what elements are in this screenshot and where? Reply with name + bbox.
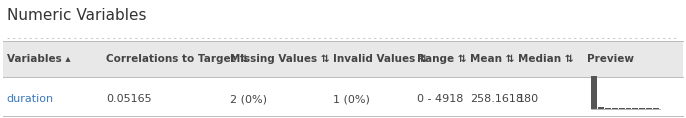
Text: Preview: Preview	[587, 54, 634, 64]
Text: Range ⇅: Range ⇅	[417, 54, 466, 64]
Bar	[591, 76, 597, 109]
Bar	[639, 108, 645, 109]
Text: 2 (0%): 2 (0%)	[230, 94, 267, 104]
Text: Missing Values ⇅: Missing Values ⇅	[230, 54, 329, 64]
Text: 0.05165: 0.05165	[106, 94, 152, 104]
Bar	[598, 107, 604, 109]
Bar	[612, 108, 618, 109]
Bar	[605, 108, 611, 109]
Text: Correlations to Target ⇅: Correlations to Target ⇅	[106, 54, 248, 64]
Bar	[3, 41, 683, 77]
Text: 0 - 4918: 0 - 4918	[417, 94, 464, 104]
Text: duration: duration	[7, 94, 54, 104]
Bar	[626, 108, 632, 109]
Bar	[632, 108, 638, 109]
Text: Invalid Values ⇅: Invalid Values ⇅	[333, 54, 427, 64]
Bar	[619, 108, 625, 109]
Text: Variables ▴: Variables ▴	[7, 54, 71, 64]
Bar	[653, 108, 659, 109]
Text: 180: 180	[518, 94, 539, 104]
Text: Numeric Variables: Numeric Variables	[7, 8, 146, 23]
Bar	[646, 108, 652, 109]
Text: 1 (0%): 1 (0%)	[333, 94, 370, 104]
Text: Mean ⇅: Mean ⇅	[470, 54, 514, 64]
Text: Median ⇅: Median ⇅	[518, 54, 573, 64]
Text: 258.1618: 258.1618	[470, 94, 523, 104]
